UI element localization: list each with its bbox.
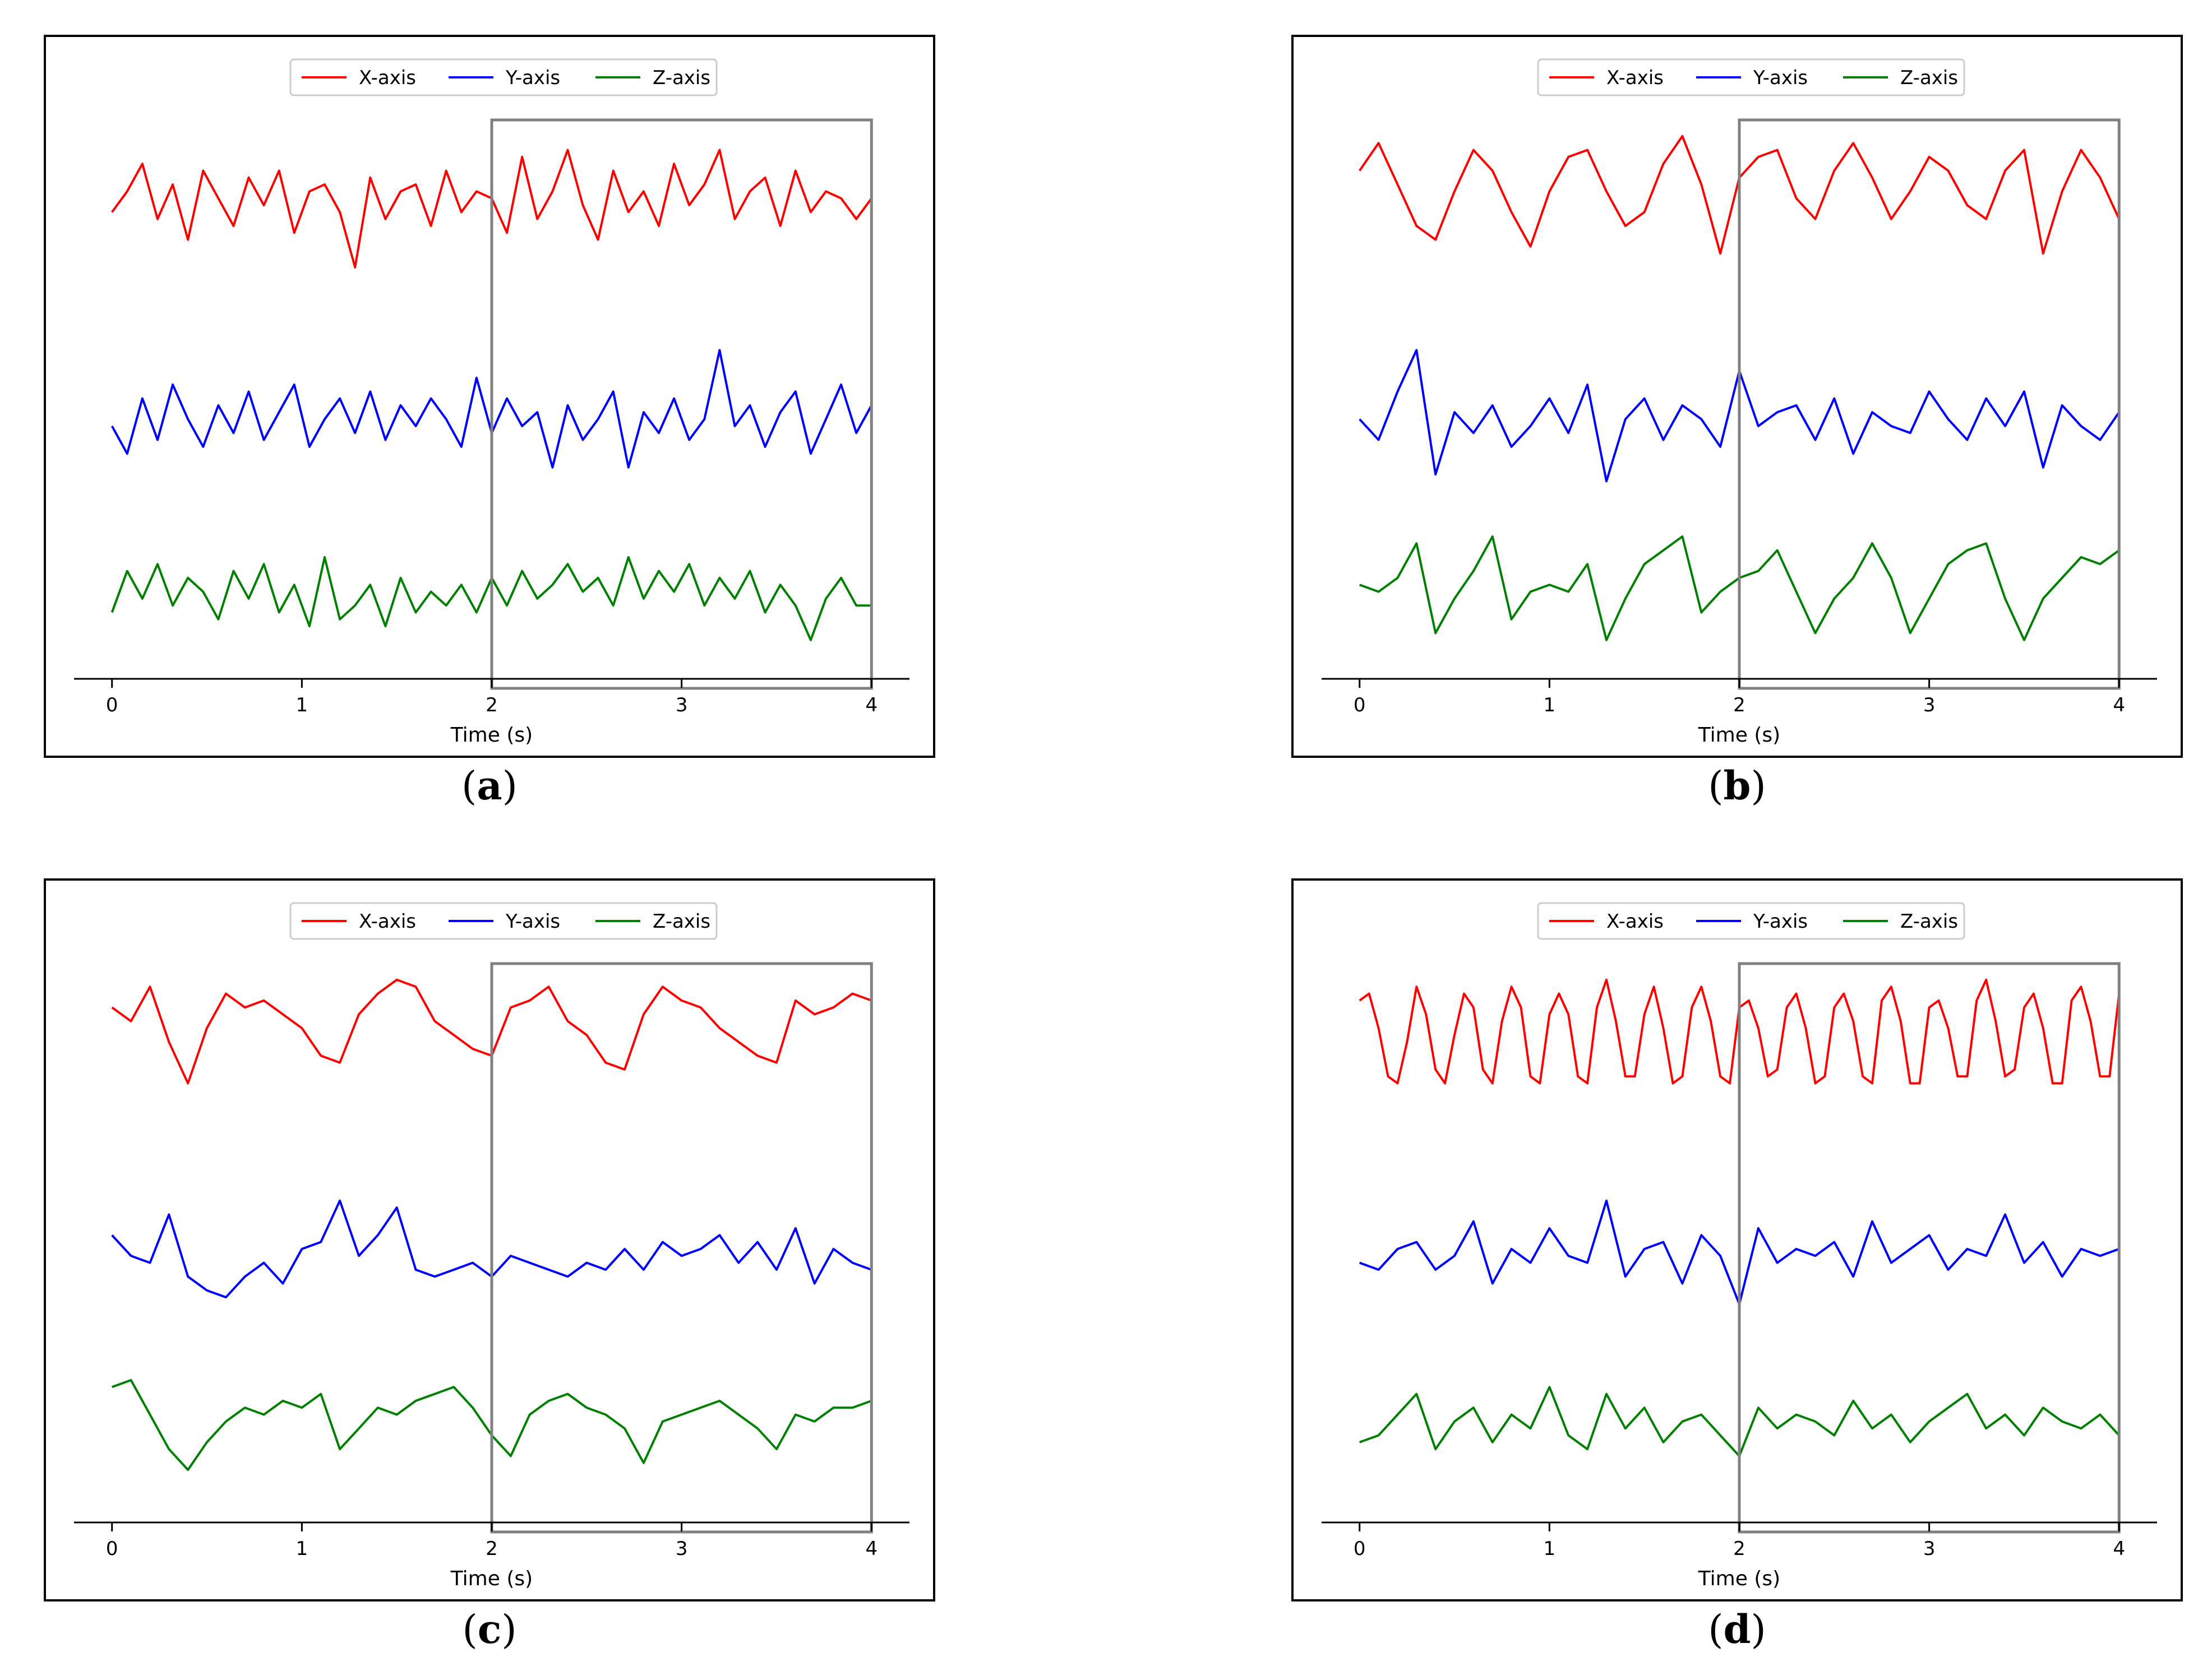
- legend-box: [1537, 902, 1965, 940]
- legend-label-z-axis: Z-axis: [653, 67, 710, 89]
- legend-box: [289, 58, 718, 96]
- window-rect: [1738, 118, 2121, 690]
- x-tick-label: 4: [865, 694, 878, 716]
- legend-label-y-axis: Y-axis: [505, 910, 560, 933]
- chart-a: 0 1 2 3 4 Time (s) X-axis Y-axis Z-axis: [74, 58, 909, 747]
- legend-label-x-axis: X-axis: [1606, 910, 1664, 933]
- legend-label-x-axis: X-axis: [359, 67, 416, 89]
- legend-label-y-axis: Y-axis: [505, 67, 560, 89]
- x-tick-label: 1: [1544, 1538, 1556, 1560]
- legend-box: [1537, 58, 1965, 96]
- legend: X-axis Y-axis Z-axis: [1537, 902, 1965, 940]
- caption-c: (c): [462, 1606, 517, 1653]
- x-axis-label: Time (s): [450, 724, 533, 747]
- chart-d: 0 1 2 3 4 Time (s) X-axis Y-axis Z-axis: [1322, 902, 2157, 1590]
- caption-d: (d): [1708, 1606, 1766, 1653]
- panel-a: 0 1 2 3 4 Time (s) X-axis Y-axis Z-axis: [44, 35, 935, 758]
- legend-label-z-axis: Z-axis: [653, 910, 710, 933]
- legend: X-axis Y-axis Z-axis: [289, 58, 718, 96]
- x-tick-label: 4: [2113, 1538, 2125, 1560]
- x-tick-label: 3: [676, 694, 688, 716]
- x-tick-label: 2: [1733, 694, 1745, 716]
- caption-b-letter: b: [1723, 762, 1751, 809]
- x-tick-label: 3: [1923, 694, 1936, 716]
- x-axis-label: Time (s): [1698, 1567, 1780, 1590]
- legend: X-axis Y-axis Z-axis: [1537, 58, 1965, 96]
- x-tick-label: 0: [106, 694, 118, 716]
- x-tick-label: 0: [106, 1538, 118, 1560]
- x-tick-label: 1: [296, 1538, 308, 1560]
- caption-a: (a): [461, 762, 518, 809]
- chart-b: 0 1 2 3 4 Time (s) X-axis Y-axis Z-axis: [1322, 58, 2157, 747]
- x-tick-label: 3: [1923, 1538, 1936, 1560]
- caption-a-letter: a: [477, 762, 502, 809]
- x-tick-label: 2: [1733, 1538, 1745, 1560]
- window-rect: [1738, 962, 2121, 1534]
- x-tick-label: 0: [1354, 694, 1366, 716]
- window-rect: [490, 118, 873, 690]
- caption-c-letter: c: [477, 1606, 502, 1653]
- caption-d-letter: d: [1723, 1606, 1751, 1653]
- x-tick-label: 2: [486, 1538, 498, 1560]
- legend-label-y-axis: Y-axis: [1753, 67, 1808, 89]
- window-rect: [490, 962, 873, 1534]
- legend-box: [289, 902, 718, 940]
- legend-label-x-axis: X-axis: [1606, 67, 1664, 89]
- caption-b: (b): [1708, 762, 1766, 809]
- legend-label-z-axis: Z-axis: [1900, 67, 1958, 89]
- x-tick-label: 2: [486, 694, 498, 716]
- legend: X-axis Y-axis Z-axis: [289, 902, 718, 940]
- x-tick-label: 1: [1544, 694, 1556, 716]
- panel-c: 0 1 2 3 4 Time (s) X-axis Y-axis Z-axis: [44, 878, 935, 1601]
- x-axis-label: Time (s): [450, 1567, 533, 1590]
- panel-d: 0 1 2 3 4 Time (s) X-axis Y-axis Z-axis: [1291, 878, 2183, 1601]
- legend-label-z-axis: Z-axis: [1900, 910, 1958, 933]
- legend-label-y-axis: Y-axis: [1753, 910, 1808, 933]
- x-tick-label: 0: [1354, 1538, 1366, 1560]
- legend-label-x-axis: X-axis: [359, 910, 416, 933]
- x-tick-label: 1: [296, 694, 308, 716]
- panel-b: 0 1 2 3 4 Time (s) X-axis Y-axis Z-axis: [1291, 35, 2183, 758]
- x-axis-label: Time (s): [1698, 724, 1780, 747]
- x-tick-label: 4: [2113, 694, 2125, 716]
- x-tick-label: 3: [676, 1538, 688, 1560]
- x-tick-label: 4: [865, 1538, 878, 1560]
- chart-c: 0 1 2 3 4 Time (s) X-axis Y-axis Z-axis: [74, 902, 909, 1590]
